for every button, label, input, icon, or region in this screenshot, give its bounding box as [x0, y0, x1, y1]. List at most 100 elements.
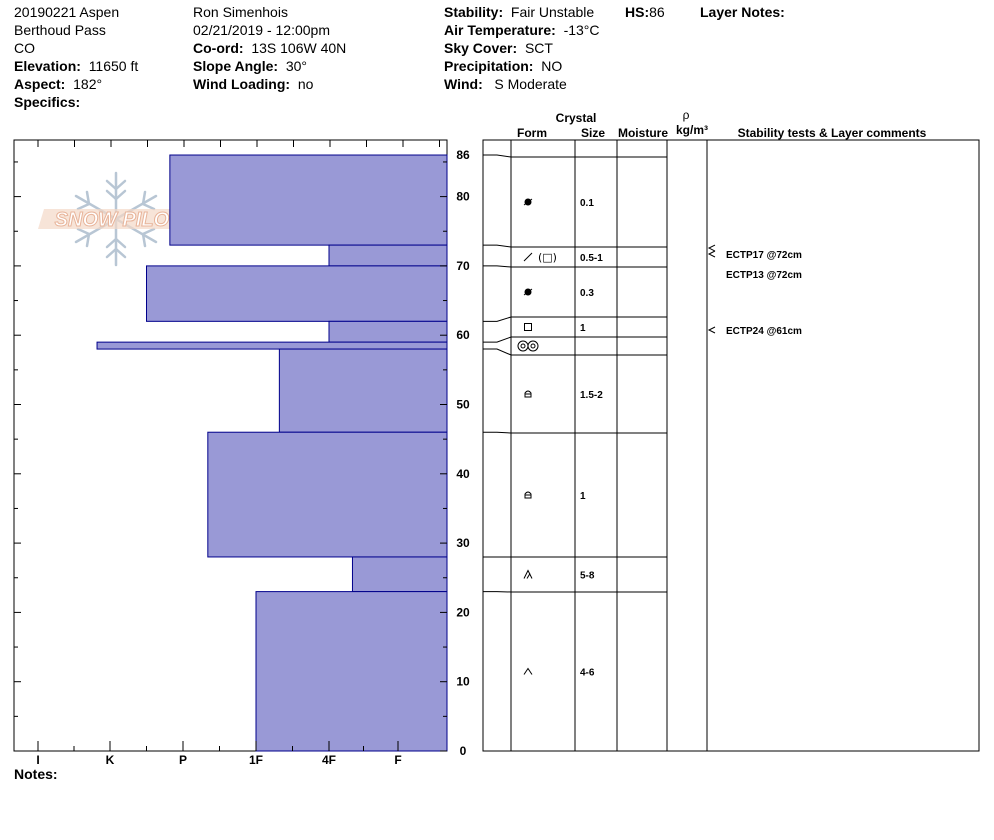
elevation-label: Elevation:	[14, 58, 81, 74]
layer-boundary	[483, 336, 667, 343]
crystal-rows: 0.1 0.5-1 (□) 0.3 1 1.5-2 1 5-8 4-6	[483, 154, 667, 679]
notes-label: Notes:	[14, 766, 58, 782]
crystal-table-frame	[482, 139, 980, 752]
rho-header: ρ	[683, 108, 690, 122]
hs-label: HS:	[625, 4, 650, 20]
layer-boundary	[483, 431, 667, 434]
layer-notes-label: Layer Notes:	[700, 4, 785, 20]
depth-tick-label: 0	[460, 744, 467, 758]
logo-banner	[38, 209, 196, 229]
hardness-tick-label: K	[106, 753, 115, 767]
hardness-tick-label: P	[179, 753, 187, 767]
small-facet-icon	[524, 390, 532, 398]
layer-boundary	[483, 348, 667, 356]
precip-particle-icon	[523, 288, 533, 296]
coord-row: Co-ord: 13S 106W 40N	[193, 39, 346, 57]
slope-value: 30°	[285, 58, 307, 74]
form-header: Form	[517, 126, 547, 140]
inner-ring	[520, 343, 526, 349]
hoar-caret	[523, 569, 533, 579]
hardness-bar-1	[328, 244, 448, 267]
test-arrow-head	[707, 326, 716, 334]
depth-tick-label: 20	[456, 605, 470, 619]
inner-ring	[530, 343, 536, 349]
snowpilot-logo: SNOW PILOT	[38, 171, 196, 267]
crystal-size-label: 0.5-1	[580, 253, 603, 264]
aspect-row: Aspect: 182°	[14, 75, 138, 93]
hardness-axis: I K P 1F 4F F	[36, 741, 402, 767]
depth-tick-label: 80	[456, 190, 470, 204]
crystal-size-label: 0.3	[580, 288, 594, 299]
datetime: 02/21/2019 - 12:00pm	[193, 22, 330, 38]
depth-tick-label: 30	[456, 536, 470, 550]
layer-boundary	[483, 244, 667, 248]
specifics-row: Specifics:	[14, 93, 138, 111]
stability-value: Fair Unstable	[510, 4, 595, 20]
layer-boundary	[483, 265, 667, 268]
observer: Ron Simenhois	[193, 4, 288, 20]
notes-row: Notes:	[14, 765, 58, 783]
crystal-size-label: 1	[580, 491, 586, 502]
hardness-bars	[96, 154, 448, 752]
precip-label: Precipitation:	[444, 58, 534, 74]
crystal-size-label: 5-8	[580, 571, 595, 582]
stability-header: Stability tests & Layer comments	[738, 126, 927, 140]
depth-tick-label: 86	[456, 148, 470, 162]
elevation-row: Elevation: 11650 ft	[14, 57, 138, 75]
bracket-square-glyph: (□)	[538, 251, 557, 264]
stability-test-label: ECTP24 @61cm	[726, 326, 802, 337]
header-col3: Stability: Fair Unstable Air Temperature…	[444, 3, 600, 93]
coord-label: Co-ord:	[193, 40, 244, 56]
air-temp-label: Air Temperature:	[444, 22, 556, 38]
hardness-bar-6	[207, 431, 448, 558]
crystal-size-label: 4-6	[580, 668, 595, 679]
caret-icon	[523, 667, 533, 675]
outer-ring	[517, 340, 529, 352]
moisture-header: Moisture	[618, 126, 668, 140]
particle-stroke	[523, 198, 533, 206]
stability-test-label: ECTP17 @72cm	[726, 250, 802, 261]
particle-stroke	[523, 288, 533, 296]
square-glyph	[524, 323, 532, 331]
depth-axis: 0 10 20 30 40 50 60 70 80 86	[14, 140, 470, 758]
slash-bracket-square-icon: (□)	[523, 251, 557, 264]
hardness-bar-0	[169, 154, 448, 246]
location: Berthoud Pass	[14, 22, 106, 38]
sky-label: Sky Cover:	[444, 40, 518, 56]
test-arrow-head	[707, 244, 716, 252]
wind-value: S Moderate	[494, 76, 567, 92]
precip-value: NO	[541, 58, 563, 74]
depth-tick-label: 50	[456, 398, 470, 412]
crystal-size-label: 1	[580, 323, 586, 334]
sky-row: Sky Cover: SCT	[444, 39, 600, 57]
crystal-header: Crystal	[556, 111, 597, 125]
density-unit-header: kg/m³	[676, 123, 708, 137]
outer-ring	[527, 340, 539, 352]
slash-stroke	[523, 252, 533, 262]
specifics-label: Specifics:	[14, 94, 81, 110]
hs-value: 86	[649, 4, 665, 20]
hardness-tick-label: 4F	[322, 753, 336, 767]
header-col2: Ron Simenhois 02/21/2019 - 12:00pm Co-or…	[193, 3, 346, 93]
stability-row: Stability: Fair Unstable	[444, 3, 600, 21]
double-ring-icon	[517, 340, 539, 352]
square-icon	[524, 323, 532, 331]
hardness-bar-3	[328, 320, 448, 343]
depth-tick-label: 70	[456, 259, 470, 273]
wind-loading-row: Wind Loading: no	[193, 75, 346, 93]
layer-boundary	[483, 154, 667, 158]
hardness-tick-label: 1F	[249, 753, 263, 767]
elevation-value: 11650 ft	[88, 58, 139, 74]
crystal-table: 0.1 0.5-1 (□) 0.3 1 1.5-2 1 5-8 4-6 ECTP17 @72cm…	[482, 139, 980, 752]
precip-row: Precipitation: NO	[444, 57, 600, 75]
stability-test-label: ECTP13 @72cm	[726, 270, 802, 281]
state: CO	[14, 40, 35, 56]
air-temp-value: -13°C	[563, 22, 600, 38]
wind-loading-label: Wind Loading:	[193, 76, 291, 92]
test-arrow-head	[707, 250, 716, 258]
stability-label: Stability:	[444, 4, 504, 20]
hs-row: HS:86	[625, 3, 665, 21]
stability-tests: ECTP17 @72cm ECTP13 @72cm ECTP24 @61cm	[707, 244, 802, 337]
hardness-bar-5	[278, 348, 448, 433]
